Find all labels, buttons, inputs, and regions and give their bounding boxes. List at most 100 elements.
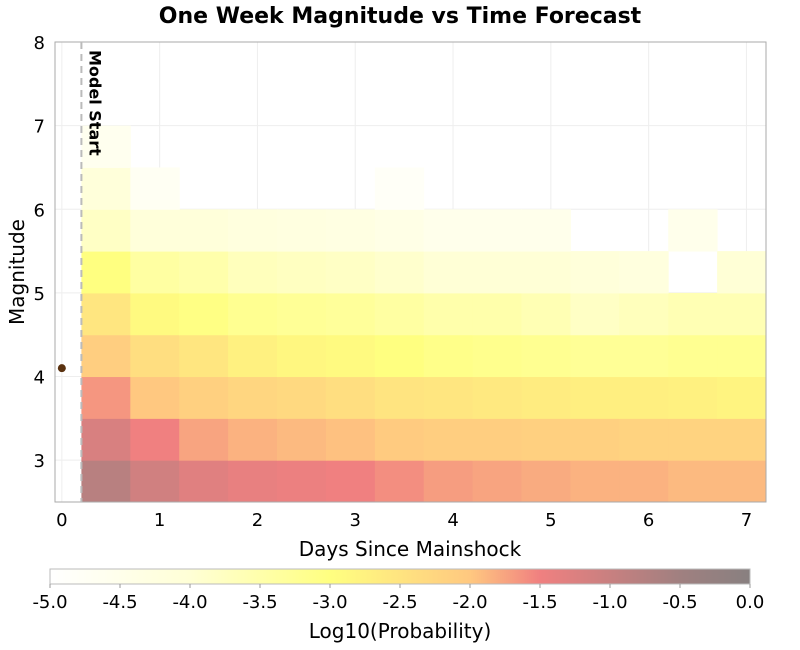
heatmap-cell — [277, 418, 327, 461]
heatmap-cell — [521, 460, 571, 503]
y-tick-label: 5 — [34, 284, 45, 305]
heatmap-cell — [521, 334, 571, 378]
colorbar-tick-label: -5.0 — [32, 592, 67, 613]
heatmap-cell — [668, 376, 718, 419]
colorbar-ticks: -5.0 -4.5 -4.0 -3.5 -3.0 -2.5 -2.0 -1.5 -1.0 -0.5… — [32, 584, 764, 613]
y-tick-label: 4 — [34, 368, 45, 389]
heatmap-cell — [325, 334, 376, 378]
heatmap-cell — [521, 292, 571, 336]
model-start-label: Model Start — [85, 50, 104, 156]
heatmap-cell — [472, 418, 523, 461]
colorbar — [49, 568, 751, 585]
heatmap-cell — [277, 460, 327, 503]
colorbar-tick-label: -4.5 — [102, 592, 137, 613]
heatmap-cell — [717, 460, 767, 503]
heatmap-cell — [570, 376, 620, 419]
chart-title: One Week Magnitude vs Time Forecast — [159, 4, 642, 29]
heatmap-cell — [228, 334, 278, 378]
heatmap-cell — [423, 209, 474, 252]
heatmap-cell — [228, 376, 278, 419]
heatmap-cell — [423, 334, 474, 378]
heatmap-cell — [472, 334, 523, 378]
heatmap-cell — [130, 418, 180, 461]
plot-frame — [54, 41, 767, 503]
heatmap-cell — [179, 209, 229, 252]
x-tick-label: 0 — [56, 510, 67, 531]
heatmap-cell — [717, 334, 767, 378]
heatmap-cell — [81, 209, 131, 252]
heatmap-cell — [277, 292, 327, 336]
heatmap-cell — [423, 376, 474, 419]
x-tick-label: 7 — [741, 510, 752, 531]
heatmap-cell — [179, 334, 229, 378]
heatmap-cell — [374, 251, 425, 294]
heatmap-cell — [521, 418, 571, 461]
heatmap-cell — [81, 334, 131, 378]
heatmap-cell — [81, 125, 131, 168]
heatmap-cell — [325, 209, 376, 252]
heatmap-cell — [521, 251, 571, 294]
heatmap-cell — [619, 418, 669, 461]
heatmap-cell — [717, 292, 767, 336]
heatmap-cell — [570, 460, 620, 503]
heatmap-cell — [374, 460, 425, 503]
heatmap-cell — [619, 292, 669, 336]
heatmap-cell — [81, 251, 131, 294]
heatmap-cell — [570, 292, 620, 336]
heatmap-cell — [179, 418, 229, 461]
colorbar-tick-label: -2.5 — [382, 592, 417, 613]
heatmap-cell — [423, 292, 474, 336]
mainshock-point — [57, 364, 66, 373]
heatmap-cell — [570, 334, 620, 378]
colorbar-tick-label: -2.0 — [452, 592, 487, 613]
heatmap-cell — [521, 209, 571, 252]
heatmap-cell — [668, 460, 718, 503]
colorbar-tick-label: -3.5 — [242, 592, 277, 613]
heatmap-cell — [179, 460, 229, 503]
x-ticks: 0 1 2 3 4 5 6 7 — [56, 510, 752, 531]
y-axis-label: Magnitude — [5, 219, 29, 325]
heatmap-cell — [668, 292, 718, 336]
heatmap-cell — [325, 376, 376, 419]
heatmap-cell — [130, 460, 180, 503]
heatmap-cells — [81, 125, 767, 503]
colorbar-tick-label: -4.0 — [172, 592, 207, 613]
heatmap-cell — [130, 167, 180, 210]
y-tick-label: 3 — [34, 451, 45, 472]
heatmap-cell — [374, 209, 425, 252]
x-tick-label: 4 — [447, 510, 458, 531]
heatmap-cell — [570, 251, 620, 294]
heatmap-cell — [277, 376, 327, 419]
colorbar-tick-label: -3.0 — [312, 592, 347, 613]
heatmap-cell — [423, 418, 474, 461]
colorbar-label: Log10(Probability) — [309, 619, 492, 643]
heatmap-cell — [325, 251, 376, 294]
heatmap-cell — [228, 460, 278, 503]
heatmap-cell — [472, 251, 523, 294]
y-tick-label: 6 — [34, 200, 45, 221]
heatmap-cell — [277, 251, 327, 294]
colorbar-tick-label: -1.5 — [522, 592, 557, 613]
x-tick-label: 5 — [545, 510, 556, 531]
heatmap-cell — [717, 376, 767, 419]
heatmap-cell — [325, 418, 376, 461]
heatmap-cell — [374, 376, 425, 419]
x-axis-label: Days Since Mainshock — [299, 537, 522, 561]
heatmap-cell — [668, 209, 718, 252]
x-tick-label: 1 — [154, 510, 165, 531]
heatmap-cell — [423, 251, 474, 294]
heatmap-cell — [179, 376, 229, 419]
heatmap-cell — [619, 460, 669, 503]
heatmap-cell — [130, 292, 180, 336]
colorbar-tick-label: 0.0 — [736, 592, 765, 613]
heatmap-cell — [570, 418, 620, 461]
heatmap-cell — [228, 251, 278, 294]
heatmap-cell — [277, 209, 327, 252]
heatmap-cell — [81, 418, 131, 461]
heatmap-cell — [228, 209, 278, 252]
heatmap-cell — [179, 251, 229, 294]
y-tick-label: 8 — [34, 33, 45, 54]
heatmap-cell — [81, 376, 131, 419]
heatmap-cell — [81, 460, 131, 503]
